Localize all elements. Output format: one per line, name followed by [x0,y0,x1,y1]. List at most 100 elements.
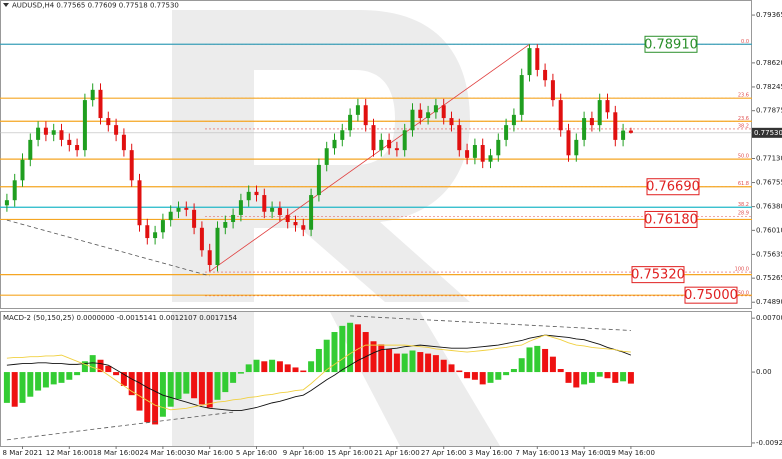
y-tick-label: 0.77875 [756,107,782,115]
macd-bar [386,348,393,373]
level-box [684,286,738,304]
macd-bar [425,353,432,373]
candle-body [145,225,150,239]
macd-bar [261,361,268,373]
macd-bar [331,332,338,373]
macd-title: MACD-2 (50,150,25) 0.0000000 -0.0015141 … [3,314,238,322]
last-price-label: 0.77530 [754,129,782,137]
level-label: 0.75000 [684,288,738,303]
level-box [646,178,700,196]
macd-bar [253,359,260,373]
macd-bar [588,372,595,383]
candle-body [621,130,626,140]
y-tick-label: 0.78245 [756,83,782,91]
candle-body [402,130,407,151]
fib-label: 23.6 [738,116,749,122]
macd-bar [526,347,533,373]
candle-body [121,134,126,151]
candle-body [426,112,431,119]
candle-body [277,207,282,215]
macd-bar [89,355,96,373]
macd-bar [222,372,229,393]
x-tick-label: 24 Mar 16:00 [140,449,187,457]
candle-body [324,148,329,165]
macd-bar [573,372,580,388]
candle-body [363,105,368,126]
candle-body [262,195,267,212]
candle-body [480,145,485,162]
macd-bar [50,372,57,385]
candle-body [43,127,48,135]
candle-body [254,191,259,196]
macd-bar [323,339,330,373]
main-pane [0,0,752,309]
macd-bar [27,372,34,397]
candle-body [543,69,548,81]
macd-bar [206,372,213,408]
candle-body [285,214,290,223]
fib-label: 61.8 [738,181,749,187]
candle-body [597,100,602,126]
macd-bar [432,355,439,373]
macd-bar [269,359,276,373]
macd-bar [440,359,447,373]
macd-bar [565,372,572,383]
candle-body [348,114,353,131]
macd-bar [534,345,541,373]
candle-body [535,48,540,70]
macd-bar [409,350,416,373]
macd-bar [464,372,471,379]
macd-bar [627,372,634,384]
candle-body [75,145,80,151]
x-tick-label: 18 Mar 16:00 [93,449,140,457]
level-label: 0.76180 [644,212,698,227]
candle-body [4,200,9,206]
macd-bar [245,364,252,373]
watermark-stem [172,10,254,302]
macd-bar [300,370,307,373]
candle-body [410,109,415,131]
macd-bar [113,372,120,376]
candle-body [270,207,275,212]
macd-bar [362,332,369,373]
candle-body [207,250,212,266]
candle-body [137,180,142,226]
candle-body [59,130,64,140]
macd-bar [417,352,424,373]
trend-line [209,43,530,272]
y-tick-label: 0.0070007 [756,314,782,322]
trend-line [6,411,234,441]
y-tick-label: 0.75265 [756,274,782,282]
fib-label: 23.6 [738,93,749,99]
fib-label: 38.2 [738,202,749,208]
y-tick-label: 0.00 [756,368,772,376]
macd-bar [183,372,190,394]
macd-bar [105,365,112,373]
macd-bar [128,372,135,396]
fib-label: 50.0 [738,154,749,160]
level-box [644,35,698,53]
watermark-bowl [254,10,470,302]
candle-body [418,109,423,119]
candle-body [519,75,524,115]
level-box [644,210,698,228]
candle-body [605,100,610,113]
x-tick-label: 19 May 16:00 [607,449,655,457]
candle-body [67,139,72,146]
candle-body [301,225,306,230]
macd-bar [167,372,174,407]
x-tick-label: 27 Apr 16:00 [421,449,467,457]
candle-body [465,150,470,158]
candle-body [433,105,438,113]
candle-body [332,139,337,149]
y-tick-label: 0.75635 [756,250,782,258]
candle-body [12,180,17,201]
x-tick-label: 15 Apr 16:00 [327,449,373,457]
macd-bar [557,368,564,373]
x-tick-label: 9 Apr 16:00 [283,449,324,457]
macd-bar [74,372,81,376]
candle-body [511,114,516,126]
